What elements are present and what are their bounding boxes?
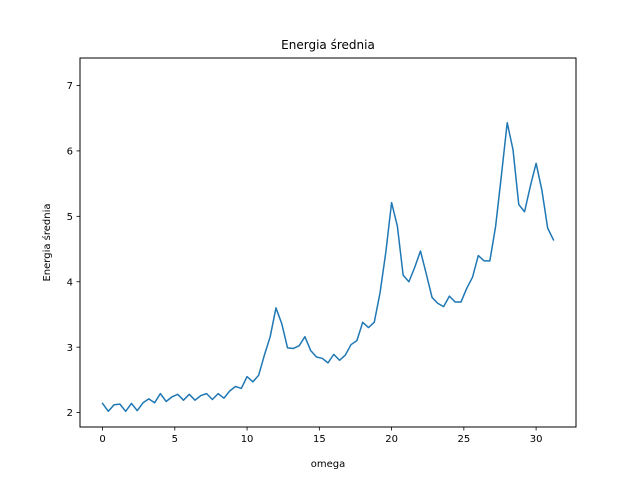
series-line-0 (101, 122, 555, 413)
y-tick-label: 5 (67, 212, 73, 223)
y-tick-label: 2 (67, 408, 73, 419)
x-tick-label: 15 (313, 434, 326, 445)
y-tick-label: 6 (67, 147, 73, 158)
x-tick-label: 0 (99, 434, 105, 445)
x-tick-label: 25 (457, 434, 470, 445)
x-tick-label: 5 (172, 434, 178, 445)
y-tick-label: 3 (67, 343, 73, 354)
x-tick-label: 30 (530, 434, 543, 445)
x-tick-label: 10 (241, 434, 254, 445)
axes-frame (79, 57, 577, 428)
y-tick-label: 4 (67, 277, 73, 288)
x-axis: 0 5 10 15 20 25 30 (99, 427, 542, 445)
y-tick-label: 7 (67, 81, 73, 92)
plot-area (101, 122, 555, 413)
x-tick-label: 20 (385, 434, 398, 445)
y-axis: 2 3 4 5 6 7 (67, 81, 80, 419)
x-axis-label: omega (311, 459, 346, 470)
chart-title: Energia średnia (281, 38, 375, 52)
y-axis-label: Energia średnia (41, 203, 53, 281)
